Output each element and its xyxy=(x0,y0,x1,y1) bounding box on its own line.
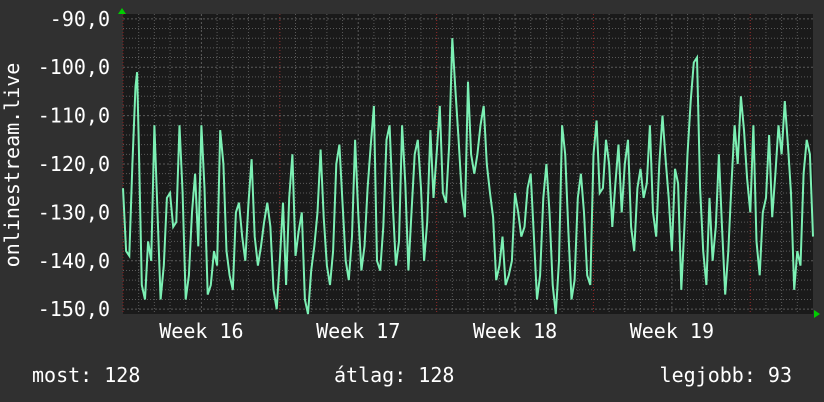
y-tick-label: -90,0 xyxy=(50,7,110,31)
stat-best: legjobb: 93 xyxy=(659,363,792,387)
y-axis: -90,0 -100,0 -110,0 -120,0 -130,0 -140,0 -150,… xyxy=(38,7,110,321)
y-axis-label: onlinestream.live xyxy=(0,63,24,268)
x-tick-label: Week 18 xyxy=(473,319,557,343)
x-axis-arrow-icon xyxy=(814,310,820,318)
x-tick-label: Week 19 xyxy=(630,319,714,343)
y-tick-label: -120,0 xyxy=(38,152,110,176)
y-axis-arrow-icon xyxy=(118,8,126,14)
y-tick-label: -100,0 xyxy=(38,55,110,79)
series-line xyxy=(122,38,814,315)
y-tick-label: -140,0 xyxy=(38,249,110,273)
y-tick-label: -110,0 xyxy=(38,104,110,128)
y-tick-label: -150,0 xyxy=(38,297,110,321)
x-axis: Week 16 Week 17 Week 18 Week 19 xyxy=(159,319,714,343)
stat-current: most: 128 xyxy=(32,363,141,387)
x-tick-label: Week 17 xyxy=(316,319,400,343)
y-tick-label: -130,0 xyxy=(38,200,110,224)
stat-average: átlag: 128 xyxy=(334,363,455,387)
x-tick-label: Week 16 xyxy=(159,319,243,343)
